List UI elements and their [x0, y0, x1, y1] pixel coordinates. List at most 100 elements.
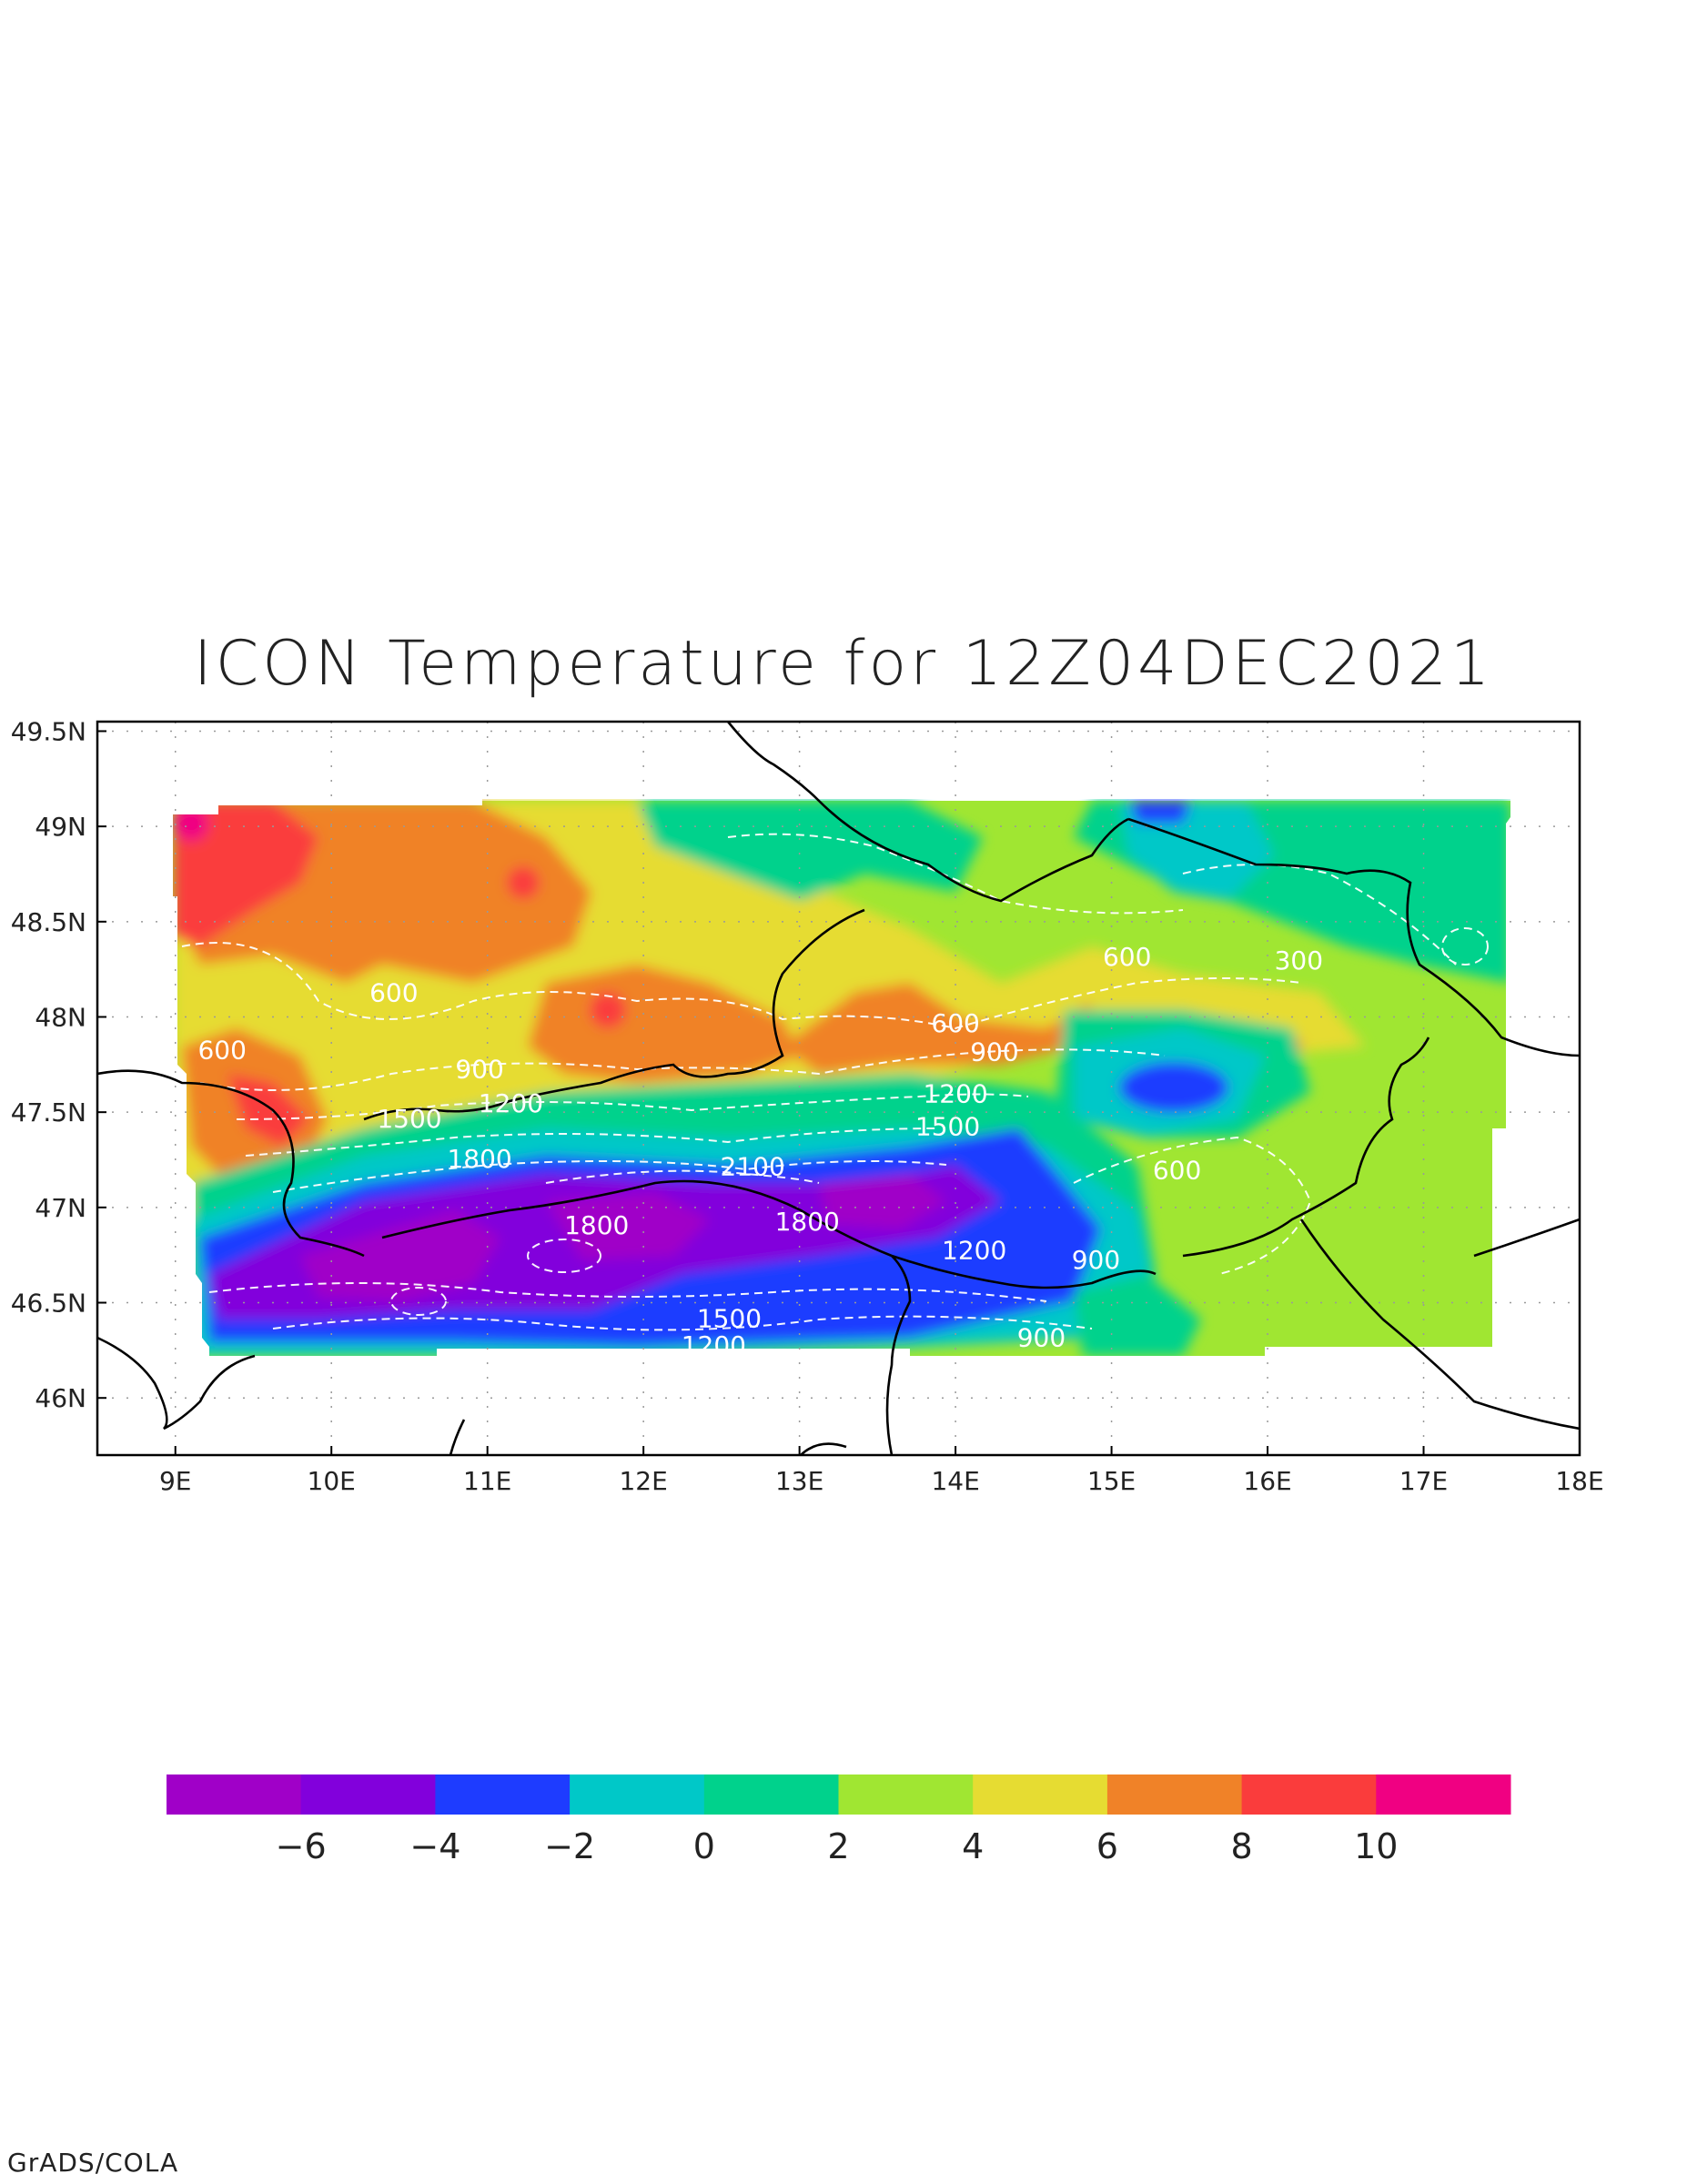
field-red-spot-1 — [507, 866, 540, 899]
colorbar-swatch — [973, 1774, 1108, 1815]
border-sk-at — [1127, 817, 1580, 1057]
y-tick-label: 49N — [35, 812, 86, 842]
border-it-ch — [97, 1336, 256, 1431]
contour-label: 1200 — [923, 1079, 987, 1109]
y-axis: 49.5N 49N 48.5N 48N 47.5N 47N 46.5N 46N — [11, 716, 106, 1413]
colorbar-label: 4 — [962, 1826, 984, 1866]
data-region-mask — [97, 722, 1580, 1455]
contour-east-600 — [1073, 1136, 1312, 1275]
contour-label: 900 — [455, 1054, 503, 1084]
country-borders — [97, 722, 1580, 1455]
colorbar-swatch — [703, 1774, 839, 1815]
field-blue-ne — [1128, 801, 1192, 824]
contour-alps-south-2 — [272, 1315, 1093, 1331]
colorbar-swatch — [570, 1774, 705, 1815]
contour-label: 900 — [1017, 1323, 1066, 1353]
colorbar-label: −2 — [544, 1826, 595, 1866]
colorbar-label: −4 — [409, 1826, 460, 1866]
plot-frame — [96, 720, 1581, 1457]
colorbar-swatch — [838, 1774, 974, 1815]
field-purple-core — [300, 1210, 500, 1301]
border-it-at — [381, 1179, 1157, 1289]
colorbar-label: −6 — [276, 1826, 327, 1866]
border-adriatic-1 — [449, 1419, 466, 1455]
contour-1200 — [236, 1093, 1029, 1120]
contour-label: 600 — [369, 978, 418, 1008]
contour-label: 300 — [1275, 945, 1323, 976]
contour-600-north — [181, 942, 1302, 1030]
field-cyan-ne — [1119, 801, 1274, 901]
contour-label: 600 — [197, 1036, 246, 1066]
x-axis: 9E 10E 11E 12E 13E 14E 15E 16E 17E 18E — [159, 1446, 1604, 1496]
colorbar-label: 6 — [1096, 1826, 1118, 1866]
contour-1500 — [245, 1127, 938, 1157]
x-tick-label: 18E — [1555, 1466, 1603, 1496]
colorbar-swatch — [435, 1774, 571, 1815]
field-red-west — [227, 1074, 309, 1147]
map-title: ICON Temperature for 12Z04DEC2021 — [193, 628, 1494, 700]
y-tick-label: 46.5N — [11, 1289, 86, 1319]
temperature-field — [97, 722, 1580, 1455]
colorbar-swatch — [300, 1774, 436, 1815]
x-tick-label: 13E — [775, 1466, 823, 1496]
colorbar-swatch — [1241, 1774, 1377, 1815]
contour-label: 2100 — [721, 1151, 785, 1181]
x-tick-label: 14E — [931, 1466, 979, 1496]
contour-label: 600 — [931, 1008, 979, 1038]
colorbar: −6 −4 −2 0 2 4 6 8 10 — [167, 1774, 1511, 1866]
field-blue-mid-east — [1119, 1062, 1228, 1113]
colorbar-label: 10 — [1354, 1826, 1398, 1866]
contour-label: 600 — [1153, 1155, 1201, 1185]
x-tick-label: 9E — [159, 1466, 192, 1496]
contour-1800 — [272, 1160, 947, 1193]
y-tick-label: 49.5N — [11, 716, 86, 746]
colorbar-label: 8 — [1231, 1826, 1253, 1866]
y-tick-label: 47.5N — [11, 1097, 86, 1127]
contour-label: 1200 — [942, 1235, 1006, 1265]
border-hu-hr — [1299, 1218, 1580, 1431]
contour-label: 1800 — [447, 1144, 511, 1174]
contour-label: 1500 — [697, 1304, 762, 1334]
contour-bohemia — [727, 833, 1184, 915]
contour-900 — [199, 1048, 1166, 1091]
contour-label: 1200 — [682, 1330, 746, 1360]
x-tick-label: 17E — [1399, 1466, 1448, 1496]
contour-label: 1500 — [915, 1111, 980, 1141]
border-de-cz — [726, 722, 1129, 903]
border-si-hr — [885, 1255, 912, 1455]
field-green-south-east — [1074, 1274, 1201, 1356]
border-serbia — [1473, 1218, 1580, 1258]
field-orange-east — [783, 983, 1092, 1074]
x-tick-label: 12E — [619, 1466, 667, 1496]
contour-2100 — [545, 1169, 820, 1184]
x-tick-label: 16E — [1243, 1466, 1291, 1496]
contour-label: 1500 — [377, 1104, 441, 1134]
contour-label: 900 — [970, 1037, 1018, 1067]
contour-ring-2 — [527, 1239, 601, 1273]
y-tick-label: 46N — [35, 1383, 86, 1413]
x-tick-label: 15E — [1087, 1466, 1136, 1496]
y-tick-label: 47N — [35, 1193, 86, 1223]
contour-east-300 — [1182, 864, 1457, 966]
border-at-hu — [1182, 1036, 1430, 1258]
y-tick-label: 48.5N — [11, 907, 86, 937]
contour-label: 900 — [1072, 1245, 1120, 1275]
field-purple-core-3 — [819, 1174, 946, 1228]
x-tick-label: 10E — [308, 1466, 356, 1496]
x-tick-label: 11E — [463, 1466, 511, 1496]
field-red-nw — [173, 801, 318, 946]
colorbar-label: 2 — [827, 1826, 849, 1866]
contour-label: 600 — [1103, 942, 1151, 972]
footer-credit: GrADS/COLA — [7, 2148, 179, 2178]
contour-label: 1200 — [479, 1088, 543, 1118]
contour-ring-1 — [390, 1287, 447, 1316]
border-ch-at — [97, 1069, 365, 1258]
field-red-spot-2 — [590, 992, 626, 1028]
colorbar-label: 0 — [693, 1826, 715, 1866]
colorbar-swatch — [1106, 1774, 1243, 1815]
border-cz-at — [363, 908, 865, 1121]
contour-ring-3 — [1441, 927, 1489, 966]
colorbar-swatch — [167, 1774, 302, 1815]
